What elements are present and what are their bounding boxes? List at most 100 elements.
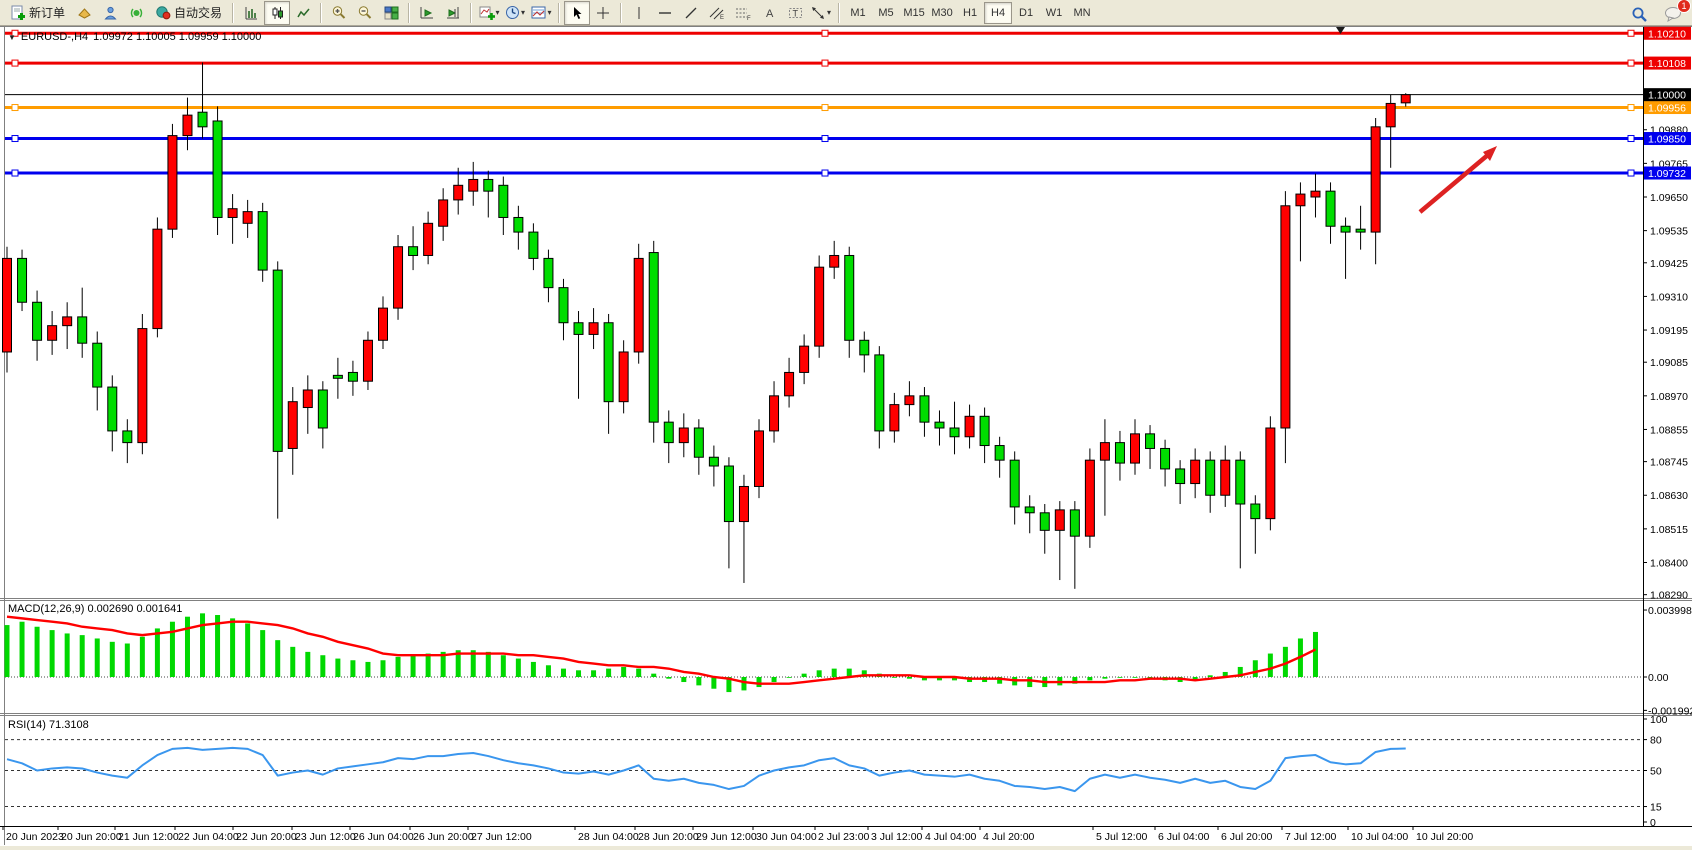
cursor-button[interactable] <box>564 0 591 25</box>
trendline-tool[interactable] <box>678 1 704 25</box>
add-indicator-button[interactable]: ▾ <box>476 1 502 25</box>
text-tool[interactable]: A <box>756 1 782 25</box>
timeframe-H4[interactable]: H4 <box>984 1 1013 24</box>
candlestick-chart-button[interactable] <box>264 0 291 25</box>
chart-shift-icon <box>447 6 460 18</box>
hline-handle[interactable] <box>1627 169 1635 177</box>
date-label: 20 Jun 2023 <box>6 831 64 843</box>
profiles-button[interactable] <box>71 1 97 25</box>
candle <box>362 331 373 390</box>
hline-handle[interactable] <box>821 29 829 37</box>
autotrade-label: 自动交易 <box>174 6 223 20</box>
line-chart-icon <box>296 8 310 17</box>
macd-histogram-bar <box>335 658 341 677</box>
date-label: 4 Jul 04:00 <box>925 831 977 843</box>
arrows-tool[interactable]: ▾ <box>808 1 834 25</box>
hline-handle[interactable] <box>821 169 829 177</box>
search-button[interactable] <box>1626 2 1652 26</box>
timeframe-H1[interactable]: H1 <box>963 6 978 19</box>
candle <box>829 240 840 279</box>
new-order-button[interactable]: 新订单 <box>4 1 71 25</box>
price-scale-label: 1.09310 <box>1650 291 1688 303</box>
notifications-button[interactable]: 1 <box>1660 0 1691 26</box>
signals-button[interactable] <box>123 1 149 25</box>
periods-button[interactable]: ▾ <box>502 1 528 25</box>
timeframe-M5[interactable]: M5 <box>878 6 894 19</box>
market-watch-button[interactable] <box>97 1 123 25</box>
candle <box>588 308 599 350</box>
zoom-out-button[interactable] <box>352 1 378 25</box>
auto-scroll-button[interactable] <box>414 1 440 25</box>
hline-handle[interactable] <box>1627 29 1635 37</box>
hline-handle[interactable] <box>1627 104 1635 112</box>
hline-handle[interactable] <box>821 59 829 67</box>
annotation-arrow-head[interactable] <box>1483 146 1497 161</box>
date-label: 4 Jul 20:00 <box>983 831 1035 843</box>
line-chart-button[interactable] <box>290 1 316 25</box>
fibonacci-tool[interactable]: F <box>730 1 756 25</box>
timeframe-D1[interactable]: D1 <box>1019 6 1034 19</box>
vline-icon <box>638 6 640 19</box>
hline-handle[interactable] <box>11 104 19 112</box>
macd-histogram-bar <box>786 677 792 678</box>
macd-histogram-bar <box>1102 677 1108 679</box>
label-icon: T <box>788 7 802 18</box>
macd-name: MACD(12,26,9) <box>8 603 85 615</box>
horizontal-line-tool[interactable] <box>652 1 678 25</box>
rsi-name: RSI(14) <box>8 719 46 731</box>
candle <box>1370 118 1381 265</box>
autotrade-button[interactable]: 自动交易 <box>149 1 228 25</box>
hline-handle[interactable] <box>821 135 829 143</box>
timeframe-M15[interactable]: M15 <box>903 6 925 19</box>
macd-histogram-bar <box>906 677 912 679</box>
macd-signal-line <box>6 615 1317 685</box>
candle <box>874 346 885 449</box>
candle <box>648 240 659 443</box>
hline-handle[interactable] <box>821 104 829 112</box>
candle <box>573 311 584 399</box>
candle <box>799 334 810 385</box>
chevron-down-icon[interactable]: ▼ <box>8 32 16 42</box>
zoom-in-button[interactable] <box>326 1 352 25</box>
macd-histogram-bar <box>169 621 175 677</box>
macd-indicator-label: MACD(12,26,9) 0.002690 0.001641 <box>8 603 182 615</box>
equidistant-channel-tool[interactable]: E <box>704 1 730 25</box>
price-scale-label: 1.08855 <box>1650 424 1688 436</box>
candle <box>122 419 133 464</box>
vertical-line-tool[interactable] <box>626 1 652 25</box>
macd-scale-label: -0.001992 <box>1648 705 1692 717</box>
macd-histogram-bar <box>1282 646 1288 677</box>
timeframe-W1[interactable]: W1 <box>1045 6 1063 19</box>
candle <box>543 249 554 303</box>
price-marker-triangle[interactable] <box>1336 27 1345 34</box>
toolbar-separator <box>558 2 561 23</box>
tile-windows-button[interactable] <box>378 1 404 25</box>
candle <box>62 302 73 350</box>
macd-histogram-bar <box>545 665 551 677</box>
hline-handle[interactable] <box>1627 135 1635 143</box>
hline-handle[interactable] <box>11 135 19 143</box>
timeframe-MN[interactable]: MN <box>1073 6 1091 19</box>
hline-handle[interactable] <box>11 59 19 67</box>
timeframe-M30[interactable]: M30 <box>931 6 953 19</box>
hline-handle[interactable] <box>11 29 19 37</box>
timeframe-M1[interactable]: M1 <box>850 6 866 19</box>
annotation-arrow-line[interactable] <box>1418 152 1491 214</box>
price-scale-label: 1.09085 <box>1650 357 1688 369</box>
crosshair-button[interactable] <box>590 1 616 25</box>
hline-handle[interactable] <box>1627 59 1635 67</box>
bottom-strip <box>0 846 1692 850</box>
bar-chart-button[interactable] <box>238 1 264 25</box>
hline-handle[interactable] <box>11 169 19 177</box>
candle <box>1084 448 1095 548</box>
text-label-tool[interactable]: T <box>782 1 808 25</box>
price-scale-label: 1.09535 <box>1650 226 1688 238</box>
macd-histogram-bar <box>485 651 491 677</box>
date-label: 22 Jun 04:00 <box>178 831 239 843</box>
new-order-label: 新订单 <box>29 6 66 20</box>
chart-shift-button[interactable] <box>440 1 466 25</box>
macd-histogram-bar <box>1117 677 1123 678</box>
templates-button[interactable]: ▾ <box>528 1 554 25</box>
price-scale-label: 1.08400 <box>1650 557 1688 569</box>
